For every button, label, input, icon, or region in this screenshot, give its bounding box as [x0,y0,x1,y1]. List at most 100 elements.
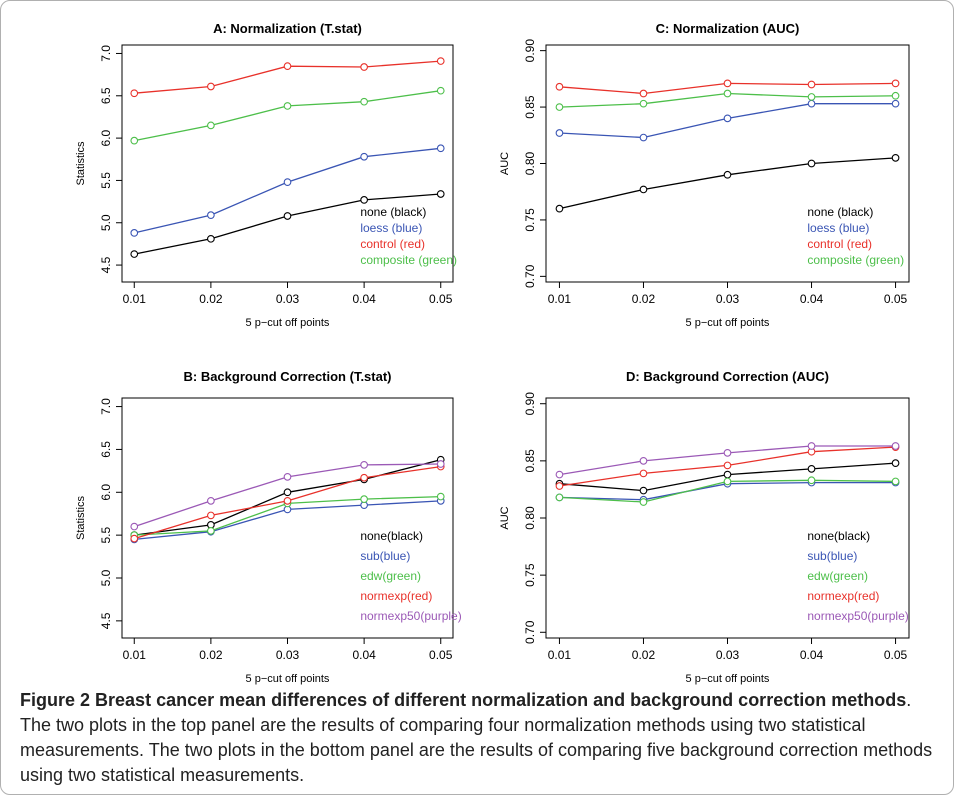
legend: none (black) loess (blue) control (red) com… [807,205,904,267]
legend-entry: sub(blue) [807,549,857,563]
data-point [207,511,215,520]
chart-panel-2: C: Normalization (AUC) 0.01 0.02 0.03 0.04 0.… [499,21,910,329]
data-point [723,79,732,88]
data-point [639,185,648,194]
series-control-red [130,57,445,98]
legend-entry: none(black) [360,529,423,543]
y-axis-label: AUC [499,152,511,175]
series-normexp50-purple [555,442,900,479]
data-point [207,527,215,535]
y-tick-label: 5.0 [99,214,113,231]
series-composite-green [555,89,900,111]
legend-entry: composite (green) [807,253,904,267]
legend-entry: control (red) [807,237,872,251]
x-axis-label: 5 p−cut off points [246,317,330,329]
legend-entry: none (black) [360,205,426,219]
legend-entry: none (black) [807,205,873,219]
data-point [207,82,215,91]
chart-title: C: Normalization (AUC) [656,21,800,36]
data-point [207,211,215,219]
legend-entry: normexp(red) [807,589,879,603]
data-point [639,133,648,142]
data-point [283,488,292,497]
series-edw-green [555,476,900,506]
data-point [555,204,564,213]
data-point [283,497,292,505]
data-point [891,79,900,88]
data-point [807,99,816,108]
x-tick-label: 0.02 [632,648,656,662]
legend: none(black) sub(blue) edw(green) normexp(re… [807,529,908,623]
x-axis-label: 5 p−cut off points [686,673,770,685]
data-point [207,497,215,505]
y-tick-label: 5.5 [99,526,113,543]
data-point [891,99,900,108]
x-tick-label: 0.04 [800,292,824,306]
x-tick-label: 0.03 [276,648,300,662]
data-point [283,62,292,71]
x-tick-label: 0.04 [800,648,824,662]
x-axis-label: 5 p−cut off points [246,673,330,685]
data-point [436,492,445,501]
data-point [555,482,564,490]
data-point [130,89,139,98]
y-tick-label: 0.70 [523,620,537,644]
data-point [807,465,816,473]
data-point [723,114,732,123]
y-axis-label: Statistics [75,141,87,186]
data-point [807,93,816,101]
legend-entry: sub(blue) [360,549,410,563]
y-tick-label: 6.0 [99,484,113,501]
y-tick-label: 7.0 [99,45,113,62]
y-tick-label: 0.90 [523,39,537,63]
data-point [807,476,816,485]
chart-title: A: Normalization (T.stat) [213,21,362,36]
data-point [283,102,292,110]
data-point [723,170,732,179]
data-point [283,212,292,220]
x-tick-label: 0.02 [632,292,656,306]
data-point [639,99,648,108]
x-tick-label: 0.03 [716,648,740,662]
data-point [360,63,368,71]
data-point [723,449,732,457]
data-point [723,470,732,479]
legend-entry: normexp50(purple) [807,609,908,623]
y-tick-label: 4.5 [99,256,113,273]
data-point [360,495,368,503]
y-tick-label: 0.80 [523,506,537,530]
data-point [723,477,732,486]
data-point [807,80,816,89]
x-tick-label: 0.02 [199,292,223,306]
legend: none(black) sub(blue) edw(green) normexp(re… [360,529,461,623]
data-point [130,250,139,258]
legend-entry: control (red) [360,237,425,251]
y-tick-label: 4.5 [99,612,113,629]
data-point [207,234,215,243]
legend-entry: loess (blue) [360,221,422,235]
x-axis-label: 5 p−cut off points [686,317,770,329]
legend-entry: loess (blue) [807,221,869,235]
series-loess-blue [130,144,445,237]
y-tick-label: 7.0 [99,398,113,415]
figure-caption: Figure 2 Breast cancer mean differences … [20,688,940,788]
series-normexp50-purple [130,460,445,531]
y-tick-label: 5.0 [99,569,113,586]
data-point [360,152,368,161]
data-point [639,89,648,98]
series-normexp-red [130,462,445,543]
x-tick-label: 0.01 [123,292,147,306]
data-point [639,457,648,465]
data-point [891,91,900,100]
data-point [436,190,445,198]
data-point [360,473,368,482]
series-normexp-red [555,443,900,490]
chart-panel-3: B: Background Correction (T.stat) 0.01 0.0… [75,369,462,685]
plots-area: A: Normalization (T.stat) 0.01 0.02 0.03 0.0… [75,21,910,685]
y-axis-label: AUC [499,506,511,529]
data-point [360,461,368,469]
data-point [360,196,368,204]
x-tick-label: 0.03 [716,292,740,306]
y-tick-label: 5.5 [99,172,113,189]
data-point [436,57,445,65]
